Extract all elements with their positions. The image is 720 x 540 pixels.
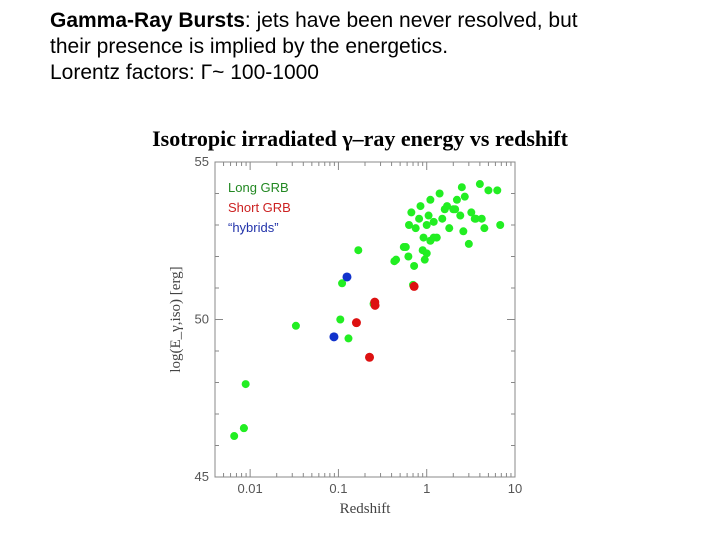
long-grb-point	[420, 255, 429, 264]
long-grb-point	[422, 249, 431, 258]
axis-ticks: 0.01 0.1 1 10 45 50 55	[195, 154, 523, 496]
y-tick-label: 45	[195, 469, 209, 484]
long-grb-point	[475, 180, 484, 189]
long-grb-point	[336, 315, 345, 324]
long-grb-point	[404, 252, 413, 261]
long-grb-point	[354, 246, 363, 255]
long-grb-point	[459, 227, 468, 236]
long-grb-point	[467, 208, 476, 217]
long-grb-point	[493, 186, 502, 195]
long-grb-point	[291, 321, 300, 330]
y-tick-label: 55	[195, 154, 209, 169]
short-grb-point	[365, 352, 375, 362]
x-tick-label: 10	[508, 481, 522, 496]
long-grb-point	[457, 183, 466, 192]
data-points	[230, 180, 505, 441]
hybrid-grb-point	[329, 332, 339, 342]
x-axis-label: Redshift	[340, 501, 392, 517]
long-grb-point	[432, 233, 441, 242]
legend-long-grb: Long GRB	[228, 180, 289, 195]
legend-short-grb: Short GRB	[228, 200, 291, 215]
long-grb-point	[415, 214, 424, 223]
long-grb-point	[230, 432, 239, 441]
long-grb-point	[416, 202, 425, 211]
header-line-1: Gamma-Ray Bursts: jets have been never r…	[50, 8, 710, 34]
long-grb-point	[424, 211, 433, 220]
long-grb-point	[241, 380, 250, 389]
long-grb-point	[451, 205, 460, 214]
header-topic: Gamma-Ray Bursts	[50, 9, 245, 32]
long-grb-point	[452, 195, 461, 204]
long-grb-point	[401, 243, 410, 252]
long-grb-point	[480, 224, 489, 233]
long-grb-point	[419, 233, 428, 242]
long-grb-point	[471, 214, 480, 223]
long-grb-point	[460, 192, 469, 201]
long-grb-point	[464, 239, 473, 248]
long-grb-point	[456, 211, 465, 220]
chart-title: Isotropic irradiated γ–ray energy vs red…	[152, 126, 568, 151]
long-grb-point	[344, 334, 353, 343]
long-grb-point	[496, 221, 505, 229]
legend: Long GRB Short GRB “hybrids”	[228, 180, 291, 235]
long-grb-point	[407, 208, 416, 217]
long-grb-point	[445, 224, 454, 233]
header-line-2: their presence is implied by the energet…	[50, 35, 449, 58]
slide-header: Gamma-Ray Bursts: jets have been never r…	[50, 8, 710, 86]
long-grb-point	[239, 424, 248, 433]
long-grb-point	[438, 214, 447, 223]
y-axis-label: log(E_γ,iso) [erg]	[168, 266, 184, 372]
y-tick-label: 50	[195, 312, 209, 327]
long-grb-point	[338, 279, 347, 288]
long-grb-point	[411, 224, 420, 233]
legend-hybrids: “hybrids”	[228, 220, 279, 235]
long-grb-point	[429, 217, 438, 226]
short-grb-point	[370, 300, 380, 310]
x-tick-label: 0.1	[329, 481, 347, 496]
long-grb-point	[484, 186, 493, 195]
short-grb-point	[409, 281, 419, 291]
scatter-chart: 0.01 0.1 1 10 45 50 55 Redshift log(E_γ,iso) […	[168, 154, 523, 517]
long-grb-point	[404, 221, 413, 229]
header-line-3: Lorentz factors: Γ~ 100-1000	[50, 61, 319, 84]
header-line-1-rest: : jets have been never resolved, but	[244, 9, 578, 32]
long-grb-point	[435, 189, 444, 198]
x-tick-label: 0.01	[237, 481, 262, 496]
short-grb-point	[351, 318, 361, 328]
long-grb-point	[410, 261, 419, 270]
long-grb-point	[422, 221, 431, 229]
x-tick-label: 1	[423, 481, 430, 496]
long-grb-point	[392, 255, 401, 264]
hybrid-grb-point	[342, 272, 352, 282]
long-grb-point	[477, 214, 486, 223]
long-grb-point	[443, 202, 452, 211]
long-grb-point	[426, 195, 435, 204]
